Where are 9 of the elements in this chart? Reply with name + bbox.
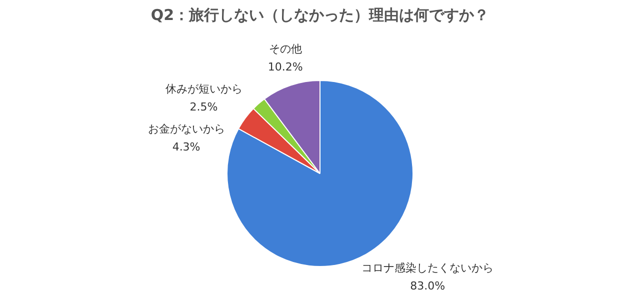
slice-label: その他 (268, 42, 302, 56)
slice-label: コロナ感染したくないから (362, 262, 494, 275)
data-label: 2.5% (190, 100, 218, 114)
data-label: 83.0% (410, 280, 446, 293)
slice-label: 休みが短いから (165, 82, 242, 96)
data-label: 4.3% (172, 140, 200, 154)
chart-title: Q2：旅行しない（しなかった）理由は何ですか？ (150, 6, 490, 25)
data-label: 10.2% (268, 60, 303, 74)
slice-label: お金がないから (148, 122, 225, 136)
